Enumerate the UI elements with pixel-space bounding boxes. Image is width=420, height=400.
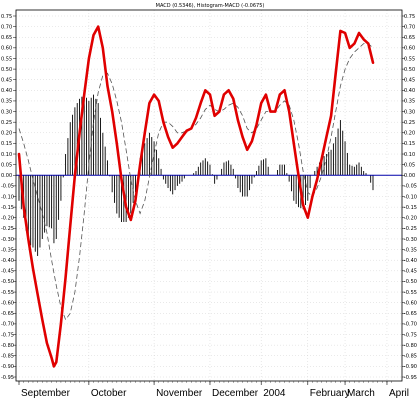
x-tick-label: November [156,388,203,399]
y-tick-label: -0.85 [404,354,417,360]
y-tick-label: 0.50 [404,67,415,73]
plot-frame [15,9,403,382]
y-tick-label: 0.60 [404,46,415,52]
y-tick-label: 0.10 [404,152,415,158]
y-tick-label: 0.10 [1,152,12,158]
y-tick-label: 0.40 [404,88,415,94]
x-tick-label: October [91,388,127,399]
x-tick-label: 2004 [263,388,286,399]
x-tick-label: September [21,388,71,399]
y-tick-label: -0.20 [404,216,417,222]
y-tick-label: 0.05 [404,162,415,168]
y-axis-left: 0.75 0.70 0.65 0.60 0.55 0.50 0.45 0.40 0.35 0.30… [1,14,16,381]
y-tick-label: 0.60 [1,46,12,52]
y-tick-label: 0.00 [404,173,415,179]
y-tick-label: -0.45 [1,269,14,275]
y-tick-label: -0.90 [404,364,417,370]
y-tick-label: -0.25 [404,226,417,232]
y-tick-label: -0.40 [404,258,417,264]
y-tick-label: 0.65 [404,35,415,41]
macd-line [17,25,375,368]
y-tick-label: 0.20 [404,131,415,137]
x-tick-label: April [389,388,409,399]
y-tick-label: -0.45 [404,269,417,275]
y-tick-label: -0.50 [1,279,14,285]
y-axis-right: 0.75 0.70 0.65 0.60 0.55 0.50 0.45 0.40 0.35 0.30… [402,14,417,381]
y-tick-label: -0.20 [1,216,14,222]
y-tick-label: 0.70 [404,24,415,30]
y-tick-label: 0.75 [404,14,415,20]
y-tick-label: -0.55 [1,290,14,296]
x-tick-label: February [310,388,350,399]
y-tick-label: 0.00 [1,173,12,179]
y-tick-label: -0.90 [1,364,14,370]
y-tick-label: -0.80 [404,343,417,349]
y-tick-label: 0.50 [1,67,12,73]
y-tick-label: -0.15 [1,205,14,211]
y-tick-label: 0.75 [1,14,12,20]
y-tick-label: -0.65 [404,311,417,317]
y-tick-label: 0.55 [404,56,415,62]
chart-title: MACD (0.5346), Histogram-MACD (-0.0675) [156,3,265,9]
y-tick-label: 0.30 [404,109,415,115]
y-tick-label: -0.30 [404,237,417,243]
y-tick-label: 0.70 [1,24,12,30]
y-tick-label: -0.40 [1,258,14,264]
y-tick-label: -0.80 [1,343,14,349]
y-tick-label: -0.65 [1,311,14,317]
y-tick-label: 0.15 [404,141,415,147]
x-tick-label: December [212,388,259,399]
y-tick-label: 0.35 [404,99,415,105]
y-tick-label: 0.45 [404,78,415,84]
y-tick-label: -0.15 [404,205,417,211]
y-tick-label: -0.75 [404,332,417,338]
x-tick-label: March [347,388,375,399]
y-tick-label: 0.30 [1,109,12,115]
y-tick-label: 0.45 [1,78,12,84]
y-tick-label: -0.25 [1,226,14,232]
y-tick-label: -0.35 [1,247,14,253]
y-tick-label: -0.70 [1,322,14,328]
y-tick-label: 0.35 [1,99,12,105]
y-tick-label: 0.25 [404,120,415,126]
y-tick-label: -0.10 [404,194,417,200]
y-tick-label: 0.65 [1,35,12,41]
y-tick-label: -0.55 [404,290,417,296]
y-tick-label: -0.50 [404,279,417,285]
y-tick-label: -0.60 [404,300,417,306]
y-tick-label: 0.05 [1,162,12,168]
y-tick-label: -0.10 [1,194,14,200]
y-tick-label: -0.75 [1,332,14,338]
y-tick-label: 0.25 [1,120,12,126]
y-tick-label: -0.95 [404,375,417,381]
y-tick-label: -0.70 [404,322,417,328]
y-tick-label: -0.30 [1,237,14,243]
y-tick-label: 0.20 [1,131,12,137]
x-axis: September October November December 2004 Febr… [18,381,409,399]
y-tick-label: -0.05 [1,184,14,190]
y-tick-label: -0.85 [1,354,14,360]
y-tick-label: -0.95 [1,375,14,381]
y-tick-label: -0.05 [404,184,417,190]
y-tick-label: -0.35 [404,247,417,253]
y-tick-label: 0.15 [1,141,12,147]
y-tick-label: -0.60 [1,300,14,306]
y-tick-label: 0.55 [1,56,12,62]
y-tick-label: 0.40 [1,88,12,94]
